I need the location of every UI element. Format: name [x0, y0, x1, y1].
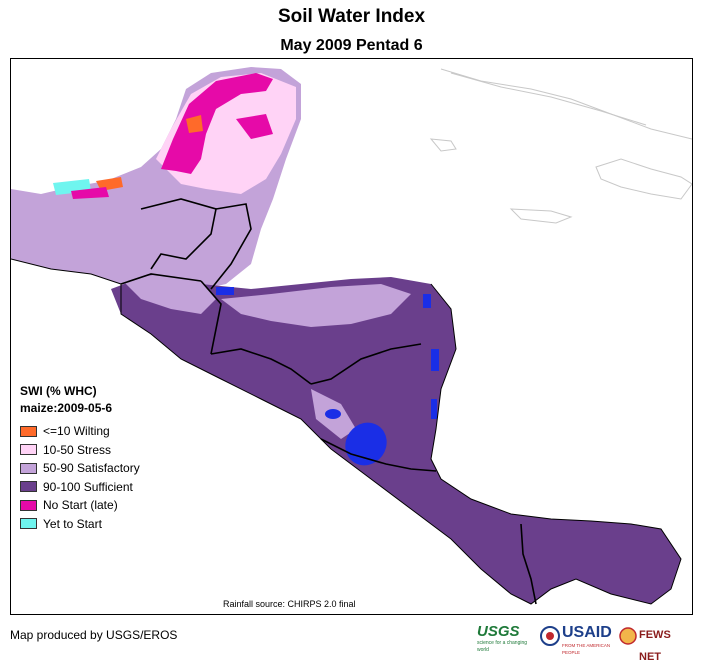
legend-item: 10-50 Stress: [20, 441, 190, 460]
usgs-logo: USGS science for a changing world: [477, 623, 537, 654]
legend-item: No Start (late): [20, 496, 190, 515]
usgs-tagline: science for a changing world: [477, 640, 528, 653]
map-title: Soil Water Index: [277, 6, 426, 27]
guatemala-satisfactory: [121, 274, 216, 314]
map-frame: [10, 58, 693, 615]
map-legend: SWI (% WHC) maize:2009-05-6 <=10 Wilting…: [20, 383, 190, 533]
legend-item: Yet to Start: [20, 515, 190, 534]
lagoon-east: [423, 294, 431, 308]
legend-swatch-yet-to-start: [20, 518, 37, 530]
legend-label: 50-90 Satisfactory: [43, 461, 140, 476]
usaid-logo-text: USAID: [562, 624, 612, 641]
usaid-seal-icon: [540, 624, 560, 652]
caribbean-islands-outline: [429, 68, 692, 224]
lake-managua: [325, 409, 341, 419]
legend-label: <=10 Wilting: [43, 424, 110, 439]
rainfall-source-note: Rainfall source: CHIRPS 2.0 final: [223, 599, 356, 609]
central-america-sufficient: [111, 274, 681, 604]
central-america-map: [11, 67, 692, 605]
partner-logos: USGS science for a changing world USAID …: [477, 623, 695, 664]
legend-label: 10-50 Stress: [43, 442, 112, 457]
legend-swatch-satisfactory: [20, 462, 37, 474]
map-subtitle: May 2009 Pentad 6: [280, 37, 423, 54]
fewsnet-logo-text: FEWS NET: [639, 629, 671, 663]
honduras-satisfactory: [221, 284, 411, 327]
legend-title: SWI (% WHC): [20, 384, 97, 398]
no-start-west-strip: [71, 187, 109, 199]
lagoon-pearl: [431, 399, 437, 419]
legend-swatch-wilting: [20, 425, 37, 437]
usaid-tagline: FROM THE AMERICAN PEOPLE: [562, 643, 611, 655]
legend-item: <=10 Wilting: [20, 422, 190, 441]
lake-izabal: [216, 287, 234, 295]
coastline: [11, 258, 682, 605]
usaid-logo: USAID FROM THE AMERICAN PEOPLE: [562, 624, 617, 655]
map-credit: Map produced by USGS/EROS: [10, 628, 178, 642]
usgs-logo-text: USGS: [477, 623, 520, 640]
legend-crop: maize:2009-05-6: [20, 401, 113, 415]
legend-label: 90-100 Sufficient: [43, 479, 133, 494]
legend-item: 50-90 Satisfactory: [20, 459, 190, 478]
legend-label: Yet to Start: [43, 516, 102, 531]
fewsnet-globe-icon: [619, 624, 637, 652]
wilting-patch-north: [186, 115, 203, 133]
lagoon-caratasca: [431, 349, 439, 371]
country-borders: [120, 198, 537, 605]
legend-swatch-sufficient: [20, 481, 37, 493]
fewsnet-logo: FEWS NET: [639, 624, 695, 663]
legend-swatch-no-start: [20, 499, 37, 511]
legend-label: No Start (late): [43, 498, 118, 513]
legend-item: 90-100 Sufficient: [20, 478, 190, 497]
yucatan-no-start-patch: [236, 114, 273, 139]
legend-swatch-stress: [20, 444, 37, 456]
yucatan-no-start-region: [161, 73, 273, 174]
